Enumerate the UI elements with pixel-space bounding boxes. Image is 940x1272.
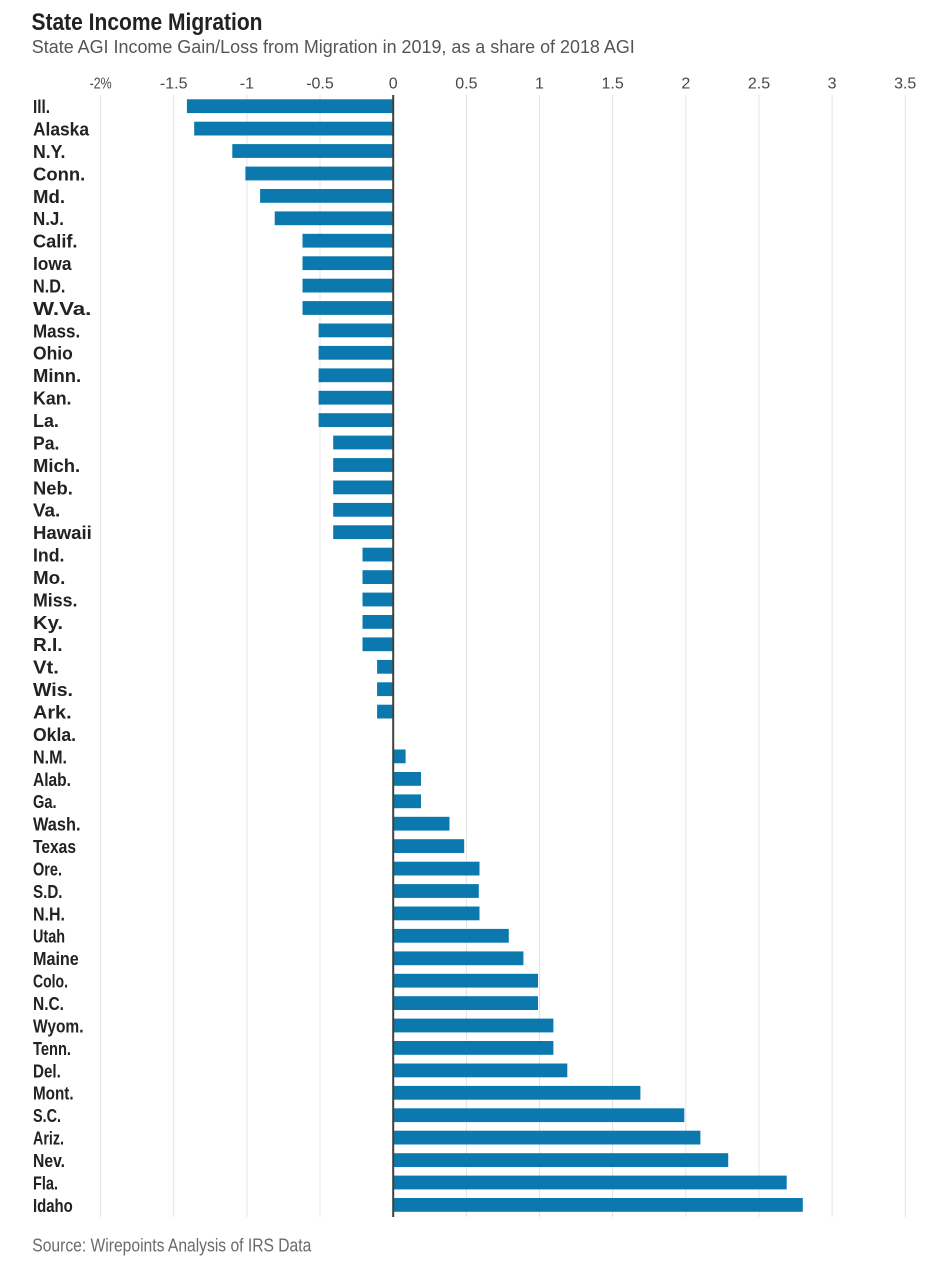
svg-text:Source: Wirepoints Analysis of: Source: Wirepoints Analysis of IRS Data xyxy=(32,1236,312,1256)
svg-text:Mich.: Mich. xyxy=(33,455,80,476)
svg-text:Wash.: Wash. xyxy=(33,814,81,835)
svg-text:Conn.: Conn. xyxy=(33,163,85,184)
svg-text:Mont.: Mont. xyxy=(33,1083,74,1104)
svg-text:2.5: 2.5 xyxy=(748,75,770,92)
svg-text:Colo.: Colo. xyxy=(33,971,68,992)
svg-text:State Income Migration: State Income Migration xyxy=(32,9,263,36)
svg-text:Vt.: Vt. xyxy=(33,657,59,678)
svg-text:R.I.: R.I. xyxy=(33,634,63,655)
svg-text:N.Y.: N.Y. xyxy=(33,141,65,162)
svg-text:-1.5: -1.5 xyxy=(160,75,188,92)
svg-text:2: 2 xyxy=(681,75,690,92)
svg-text:Ga.: Ga. xyxy=(33,791,57,812)
svg-text:Iowa: Iowa xyxy=(33,253,72,274)
svg-text:Ark.: Ark. xyxy=(33,702,72,723)
svg-text:Del.: Del. xyxy=(33,1060,61,1081)
svg-text:Ohio: Ohio xyxy=(33,343,73,364)
svg-text:N.H.: N.H. xyxy=(33,903,65,924)
svg-text:N.J.: N.J. xyxy=(33,208,64,229)
svg-text:Calif.: Calif. xyxy=(33,231,78,252)
svg-text:State AGI Income Gain/Loss fro: State AGI Income Gain/Loss from Migratio… xyxy=(32,37,635,57)
svg-text:-1: -1 xyxy=(240,75,254,92)
svg-text:S.C.: S.C. xyxy=(33,1105,61,1126)
svg-text:Md.: Md. xyxy=(33,186,65,207)
svg-text:Va.: Va. xyxy=(33,500,60,521)
svg-text:Utah: Utah xyxy=(33,926,65,947)
svg-text:1: 1 xyxy=(535,75,544,92)
svg-text:Pa.: Pa. xyxy=(33,432,59,453)
svg-text:Wis.: Wis. xyxy=(33,679,73,700)
svg-text:Idaho: Idaho xyxy=(33,1195,73,1216)
svg-text:N.D.: N.D. xyxy=(33,276,65,297)
svg-text:Maine: Maine xyxy=(33,948,79,969)
svg-text:-2%: -2% xyxy=(90,75,112,92)
svg-text:La.: La. xyxy=(33,410,59,431)
svg-text:Nev.: Nev. xyxy=(33,1150,65,1171)
svg-text:0: 0 xyxy=(389,75,398,92)
svg-text:Okla.: Okla. xyxy=(33,724,76,745)
svg-text:Miss.: Miss. xyxy=(33,589,77,610)
svg-text:0.5: 0.5 xyxy=(455,75,477,92)
svg-text:Hawaii: Hawaii xyxy=(33,522,92,543)
svg-text:W.Va.: W.Va. xyxy=(33,298,91,319)
svg-text:Kan.: Kan. xyxy=(33,388,72,409)
svg-text:Ill.: Ill. xyxy=(33,96,50,117)
svg-text:Neb.: Neb. xyxy=(33,477,73,498)
svg-text:Alaska: Alaska xyxy=(33,119,90,140)
svg-text:Ind.: Ind. xyxy=(33,545,64,566)
svg-text:1.5: 1.5 xyxy=(601,75,623,92)
svg-text:Alab.: Alab. xyxy=(33,769,71,790)
svg-text:3.5: 3.5 xyxy=(894,75,916,92)
svg-text:Mo.: Mo. xyxy=(33,567,65,588)
svg-text:N.M.: N.M. xyxy=(33,746,67,767)
svg-text:Fla.: Fla. xyxy=(33,1172,58,1193)
svg-text:S.D.: S.D. xyxy=(33,881,63,902)
svg-text:3: 3 xyxy=(828,75,837,92)
svg-text:Wyom.: Wyom. xyxy=(33,1015,84,1036)
svg-text:Ore.: Ore. xyxy=(33,859,62,880)
svg-text:Tenn.: Tenn. xyxy=(33,1038,71,1059)
svg-text:Ky.: Ky. xyxy=(33,612,63,633)
svg-text:-0.5: -0.5 xyxy=(306,75,334,92)
svg-text:N.C.: N.C. xyxy=(33,993,64,1014)
svg-text:Minn.: Minn. xyxy=(33,365,81,386)
svg-text:Ariz.: Ariz. xyxy=(33,1128,64,1149)
svg-text:Texas: Texas xyxy=(33,836,76,857)
svg-text:Mass.: Mass. xyxy=(33,320,80,341)
